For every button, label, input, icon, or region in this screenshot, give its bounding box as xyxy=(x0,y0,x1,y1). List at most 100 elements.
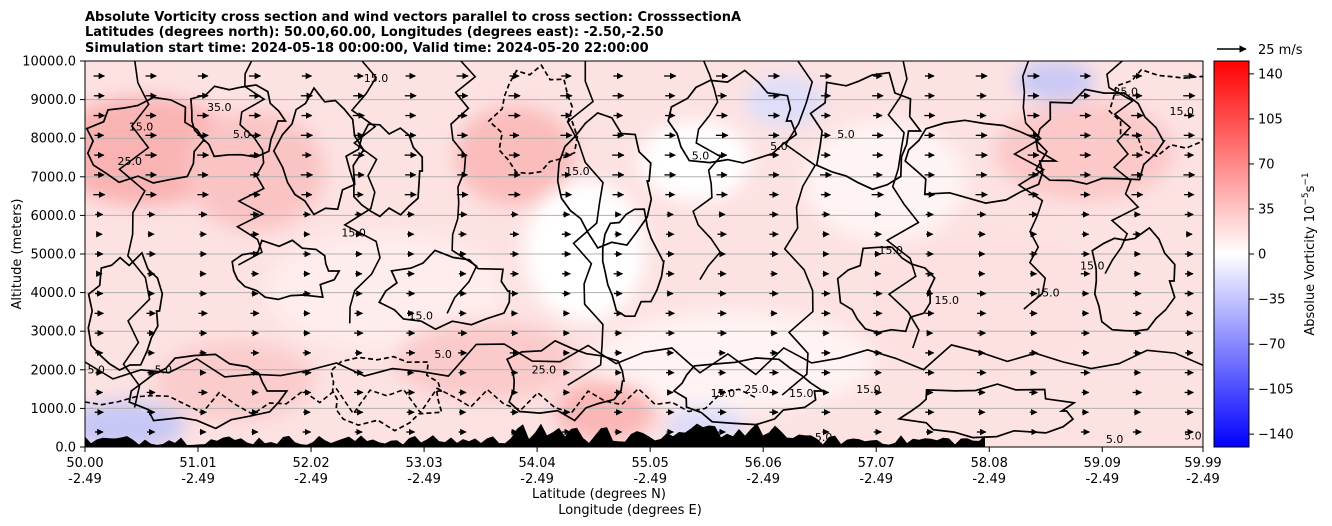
contour-label: 5.0 xyxy=(155,364,173,377)
vorticity-blob xyxy=(1015,61,1095,101)
contour-label: 25.0 xyxy=(532,364,557,377)
x-tick-label-lon: -2.49 xyxy=(294,472,328,487)
vorticity-blob xyxy=(395,321,575,401)
vorticity-blob xyxy=(85,401,185,447)
x-tick-label-lon: -2.49 xyxy=(407,472,441,487)
contour-label: 15.0 xyxy=(711,387,736,400)
contour-line xyxy=(378,249,511,331)
vorticity-blob xyxy=(155,341,315,421)
contour-label: 5.0 xyxy=(770,140,788,153)
colorbar-tick-label: −35 xyxy=(1258,293,1285,308)
title-line-2: Latitudes (degrees north): 50.00,60.00, … xyxy=(85,25,664,40)
y-axis: 0.0 1000.0 2000.0 3000.0 4000.0 5000.0 6000.0 7… xyxy=(22,55,85,456)
x-tick-label-lon: -2.49 xyxy=(181,472,215,487)
vorticity-blob xyxy=(805,121,965,241)
contour-label: 15.0 xyxy=(879,244,904,257)
x-tick-label-lat: 54.04 xyxy=(519,456,556,471)
colorbar-tick-label: 70 xyxy=(1258,157,1275,172)
contour-line xyxy=(885,61,920,349)
contour-line xyxy=(487,64,579,175)
y-tick-label: 2000.0 xyxy=(31,363,77,378)
contour-line xyxy=(85,343,1203,380)
contour-label: 25.0 xyxy=(744,383,769,396)
contour-line xyxy=(692,61,722,280)
contour-label: 15.0 xyxy=(1035,286,1060,299)
x-tick-label-lon: -2.49 xyxy=(746,472,780,487)
colorbar-label: Absolue Vorticity 10−5s−1 xyxy=(1301,172,1318,335)
contour-label: 5.0 xyxy=(837,128,855,141)
vorticity-blob xyxy=(745,76,825,126)
x-axis-label-line-1: Latitude (degrees N) xyxy=(532,487,666,502)
contour-label: 15.0 xyxy=(1169,105,1194,118)
vorticity-blob xyxy=(595,311,875,411)
y-axis-label: Altitude (meters) xyxy=(10,199,25,310)
quiver-key: 25 m/s xyxy=(1217,43,1303,58)
x-axis-label-line-2: Longitude (degrees E) xyxy=(558,503,702,518)
contour-line xyxy=(85,387,757,416)
contour-line xyxy=(781,61,817,396)
y-tick-label: 7000.0 xyxy=(31,170,77,185)
title-line-3: Simulation start time: 2024-05-18 00:00:… xyxy=(85,41,649,56)
plot-area: 15.0 15.0 5.0 15.0 15.0 15.0 5.0 5.0 5.0 25.0 15.0… xyxy=(85,61,1203,447)
contour-line xyxy=(836,246,936,334)
contour-label: 5.0 xyxy=(1106,433,1124,446)
contour-label: 15.0 xyxy=(408,310,433,323)
x-tick-label-lon: -2.49 xyxy=(972,472,1006,487)
contour-line xyxy=(1091,226,1176,332)
x-tick-label-lat: 50.00 xyxy=(66,456,103,471)
vorticity-blob xyxy=(525,181,645,321)
vorticity-blob xyxy=(185,111,325,231)
contour-line xyxy=(556,111,653,249)
x-tick-label-lat: 58.08 xyxy=(971,456,1008,471)
contour-label: 15.0 xyxy=(789,387,814,400)
contour-line xyxy=(446,61,478,314)
colorbar-tick-label: 140 xyxy=(1258,67,1283,82)
x-tick-label-lat: 59.99 xyxy=(1184,456,1221,471)
colorbar-tick-label: 35 xyxy=(1258,202,1275,217)
contour-line xyxy=(1104,61,1140,275)
contour-label: 5.0 xyxy=(1184,429,1202,442)
x-tick-label-lat: 55.05 xyxy=(632,456,669,471)
colorbar-tick-label: 0 xyxy=(1258,248,1266,263)
contour-line xyxy=(343,61,381,324)
contour-label: 15.0 xyxy=(341,227,366,240)
x-tick-label-lat: 51.01 xyxy=(179,456,216,471)
x-tick-label-lon: -2.49 xyxy=(520,472,554,487)
contour-label: 15.0 xyxy=(565,165,590,178)
contour-line xyxy=(1108,68,1203,158)
y-tick-label: 8000.0 xyxy=(31,132,77,147)
y-tick-label: 1000.0 xyxy=(31,402,77,417)
contour-label: 5.0 xyxy=(692,149,710,162)
contour-label: 35.0 xyxy=(207,101,232,114)
colorbar-tick-label: −105 xyxy=(1258,383,1294,398)
colorbar-ticks: −140 −105 −70 −35 0 35 70 105 140 xyxy=(1249,67,1294,443)
contour-line xyxy=(85,96,207,184)
y-tick-label: 0.0 xyxy=(55,441,76,456)
vorticity-blob xyxy=(875,231,1095,371)
colorbar-tick-label: −70 xyxy=(1258,338,1285,353)
contour-label: 5.0 xyxy=(815,431,833,444)
x-tick-label-lon: -2.49 xyxy=(1085,472,1119,487)
contour-line xyxy=(672,357,826,426)
contour-label: 15.0 xyxy=(856,383,881,396)
y-tick-label: 9000.0 xyxy=(31,93,77,108)
x-tick-label-lat: 53.03 xyxy=(405,456,442,471)
wind-vectors xyxy=(93,72,1196,436)
contour-label: 15.0 xyxy=(364,72,389,85)
colorbar: −140 −105 −70 −35 0 35 70 105 140 Absolue Vortic… xyxy=(1213,60,1318,448)
contour-label: 15.0 xyxy=(1080,259,1105,272)
contour-label: 15.0 xyxy=(934,294,959,307)
x-axis: 50.00-2.4951.01-2.4952.02-2.4953.03-2.49… xyxy=(66,447,1222,487)
x-tick-label-lat: 59.09 xyxy=(1084,456,1121,471)
contour-label: 5.0 xyxy=(233,128,251,141)
contour-line xyxy=(345,123,424,218)
contour-line xyxy=(272,86,366,216)
y-tick-label: 6000.0 xyxy=(31,209,77,224)
terrain-silhouette xyxy=(85,423,985,447)
colorbar-tick-label: −140 xyxy=(1258,428,1294,443)
title-line-1: Absolute Vorticity cross section and win… xyxy=(85,10,741,25)
contour-line xyxy=(118,61,151,408)
y-tick-label: 4000.0 xyxy=(31,286,77,301)
contour-label: 25.0 xyxy=(1114,86,1139,99)
